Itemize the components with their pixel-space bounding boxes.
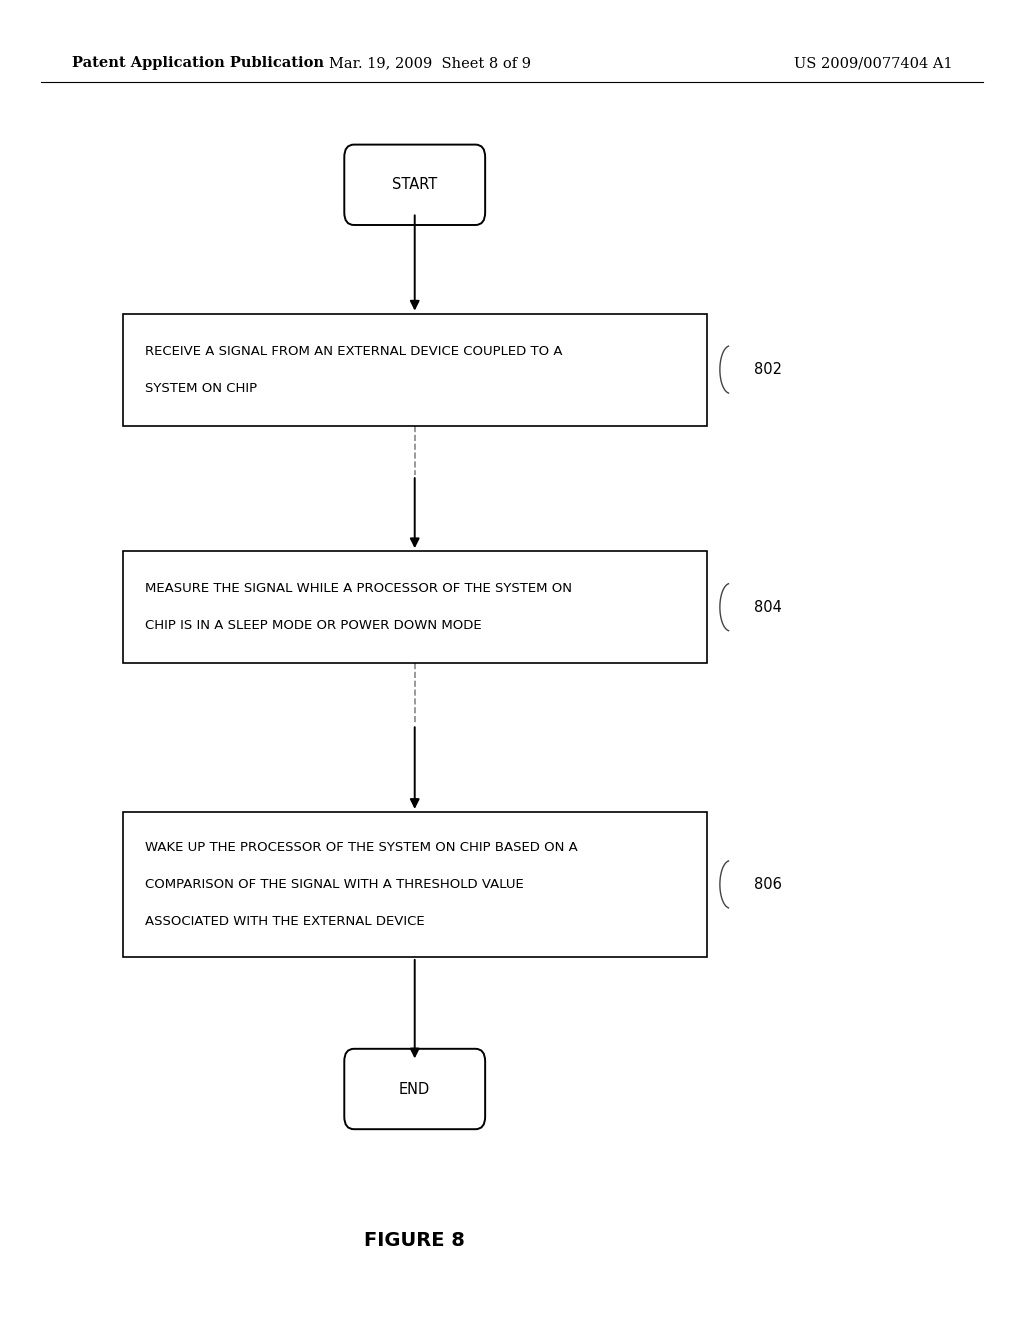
Text: START: START (392, 177, 437, 193)
Text: 804: 804 (754, 599, 781, 615)
Text: SYSTEM ON CHIP: SYSTEM ON CHIP (145, 381, 257, 395)
Text: ASSOCIATED WITH THE EXTERNAL DEVICE: ASSOCIATED WITH THE EXTERNAL DEVICE (145, 915, 425, 928)
Text: 802: 802 (754, 362, 781, 378)
Text: RECEIVE A SIGNAL FROM AN EXTERNAL DEVICE COUPLED TO A: RECEIVE A SIGNAL FROM AN EXTERNAL DEVICE… (145, 345, 563, 358)
Text: WAKE UP THE PROCESSOR OF THE SYSTEM ON CHIP BASED ON A: WAKE UP THE PROCESSOR OF THE SYSTEM ON C… (145, 841, 579, 854)
Bar (123, 812, 707, 957)
Text: CHIP IS IN A SLEEP MODE OR POWER DOWN MODE: CHIP IS IN A SLEEP MODE OR POWER DOWN MO… (145, 619, 482, 632)
Text: US 2009/0077404 A1: US 2009/0077404 A1 (794, 57, 952, 70)
Text: MEASURE THE SIGNAL WHILE A PROCESSOR OF THE SYSTEM ON: MEASURE THE SIGNAL WHILE A PROCESSOR OF … (145, 582, 572, 595)
Bar (123, 314, 707, 425)
Text: END: END (399, 1081, 430, 1097)
FancyBboxPatch shape (344, 1049, 485, 1129)
FancyBboxPatch shape (344, 145, 485, 224)
Bar (123, 552, 707, 663)
Text: Patent Application Publication: Patent Application Publication (72, 57, 324, 70)
Text: FIGURE 8: FIGURE 8 (365, 1232, 465, 1250)
Text: COMPARISON OF THE SIGNAL WITH A THRESHOLD VALUE: COMPARISON OF THE SIGNAL WITH A THRESHOL… (145, 878, 524, 891)
Text: Mar. 19, 2009  Sheet 8 of 9: Mar. 19, 2009 Sheet 8 of 9 (329, 57, 531, 70)
Text: 806: 806 (754, 876, 781, 892)
